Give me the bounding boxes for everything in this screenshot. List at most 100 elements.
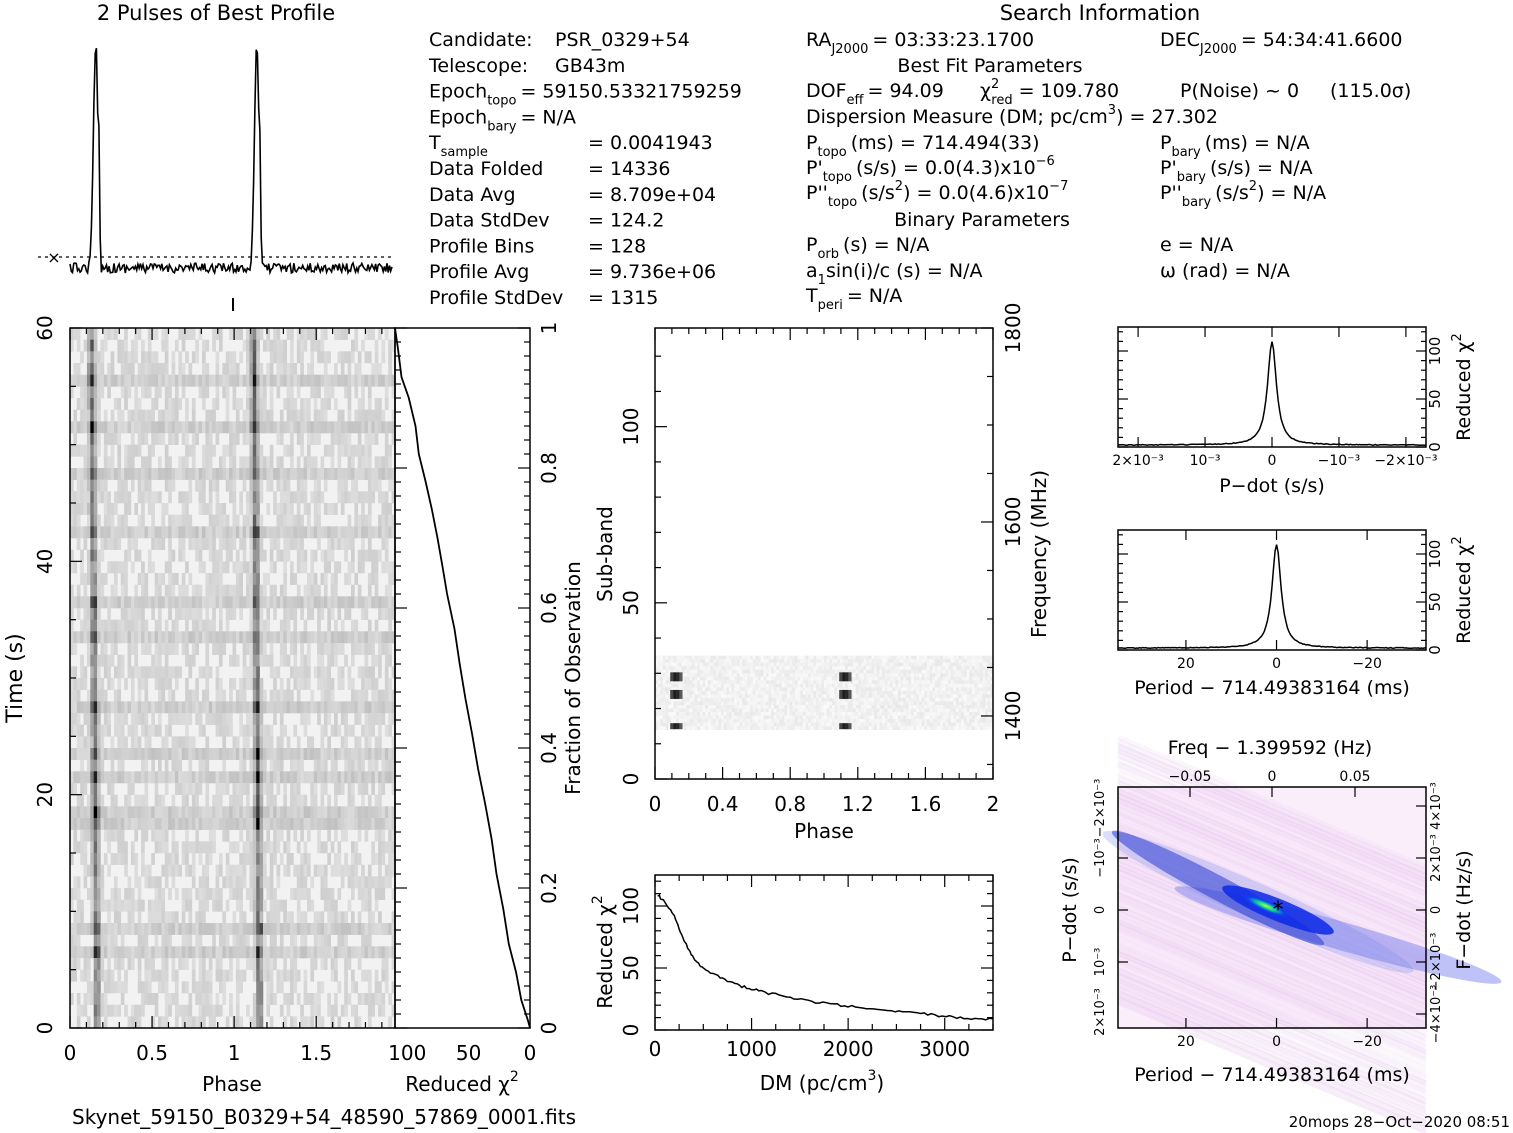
waterfall-cell xyxy=(93,444,98,457)
waterfall-cell xyxy=(202,386,206,399)
waterfall-cell xyxy=(391,783,396,795)
waterfall-cell xyxy=(171,911,176,924)
subband-cell xyxy=(858,673,862,678)
waterfall-cell xyxy=(103,818,108,830)
waterfall-cell xyxy=(225,853,230,865)
waterfall-cell xyxy=(300,794,304,807)
waterfall-cell xyxy=(97,958,101,970)
waterfall-cell xyxy=(242,969,247,982)
subband-cell xyxy=(908,655,912,660)
waterfall-cell xyxy=(80,806,84,819)
waterfall-cell xyxy=(114,946,118,959)
subband-cell xyxy=(773,666,777,671)
subband-cell xyxy=(668,655,672,660)
waterfall-cell xyxy=(374,374,379,387)
waterfall-cell xyxy=(218,514,223,527)
waterfall-cell xyxy=(242,911,247,924)
waterfall-cell xyxy=(134,794,139,807)
subband-cell xyxy=(750,666,753,671)
waterfall-cell xyxy=(232,736,237,749)
waterfall-cell xyxy=(300,409,304,422)
waterfall-cell xyxy=(141,771,145,784)
waterfall-cell xyxy=(262,526,267,539)
waterfall-cell xyxy=(286,409,291,422)
waterfall-cell xyxy=(178,374,183,387)
subband-cell xyxy=(779,662,783,667)
waterfall-cell xyxy=(320,981,325,994)
subband-cell xyxy=(723,673,727,678)
waterfall-cell xyxy=(73,806,78,819)
waterfall-cell xyxy=(124,736,128,749)
waterfall-cell xyxy=(381,608,386,620)
waterfall-cell xyxy=(225,584,230,597)
waterfall-cell xyxy=(357,363,362,375)
waterfall-cell xyxy=(306,748,311,760)
cumchi-ylabel: Fraction of Observation xyxy=(561,561,585,795)
subband-cell xyxy=(913,662,917,667)
waterfall-cell xyxy=(134,654,139,667)
waterfall-cell xyxy=(269,654,274,667)
binary-title: Binary Parameters xyxy=(894,209,1070,231)
waterfall-cell xyxy=(293,596,298,609)
waterfall-cell xyxy=(144,981,149,994)
waterfall-cell xyxy=(249,444,254,457)
waterfall-cell xyxy=(259,538,264,550)
waterfall-cell xyxy=(110,468,115,480)
waterfall-cell xyxy=(124,619,128,632)
waterfall-cell xyxy=(151,829,155,842)
waterfall-cell xyxy=(164,374,169,387)
waterfall-cell xyxy=(127,724,132,737)
waterfall-cell xyxy=(367,946,372,959)
waterfall-cell xyxy=(195,678,199,690)
waterfall-cell xyxy=(273,608,277,620)
subband-cell xyxy=(813,662,817,667)
subband-cell xyxy=(900,662,904,667)
subband-cell xyxy=(963,669,967,674)
waterfall-cell xyxy=(124,573,128,585)
subband-cell xyxy=(953,655,957,660)
waterfall-cell xyxy=(215,701,220,714)
waterfall-cell xyxy=(147,643,152,655)
waterfall-cell xyxy=(147,409,152,422)
waterfall-cell xyxy=(313,748,318,760)
waterfall-cell xyxy=(350,923,355,935)
waterfall-cell xyxy=(388,363,392,375)
waterfall-cell xyxy=(293,818,298,830)
waterfall-cell xyxy=(222,584,227,597)
waterfall-cell xyxy=(222,736,227,749)
subband-cell xyxy=(866,662,870,667)
waterfall-cell xyxy=(212,923,216,935)
waterfall-cell xyxy=(378,829,382,842)
waterfall-cell xyxy=(208,1004,213,1017)
waterfall-cell xyxy=(188,946,193,959)
waterfall-cell xyxy=(290,946,294,959)
waterfall-cell xyxy=(242,841,247,854)
waterfall-cell xyxy=(391,748,396,760)
waterfall-cell xyxy=(215,888,220,900)
waterfall-cell xyxy=(296,969,301,982)
subband-cell xyxy=(707,655,711,660)
waterfall-cell xyxy=(70,608,74,620)
waterfall-cell xyxy=(117,841,122,854)
waterfall-cell xyxy=(205,363,210,375)
waterfall-cell xyxy=(151,806,155,819)
waterfall-cell xyxy=(347,456,352,469)
subband-cell xyxy=(961,673,965,678)
waterfall-cell xyxy=(262,818,267,830)
waterfall-cell xyxy=(208,409,213,422)
waterfall-cell xyxy=(290,923,294,935)
waterfall-cell xyxy=(202,444,206,457)
waterfall-cell xyxy=(124,969,128,982)
waterfall-cell xyxy=(266,783,271,795)
waterfall-cell xyxy=(323,958,328,970)
subband-cell xyxy=(800,655,804,660)
waterfall-cell xyxy=(114,631,118,644)
waterfall-cell xyxy=(137,468,142,480)
subband-cell xyxy=(792,669,796,674)
waterfall-cell xyxy=(103,444,108,457)
waterfall-cell xyxy=(286,549,291,562)
waterfall-cell xyxy=(154,421,159,434)
waterfall-cell xyxy=(384,678,389,690)
waterfall-cell xyxy=(80,444,84,457)
waterfall-cell xyxy=(174,736,179,749)
